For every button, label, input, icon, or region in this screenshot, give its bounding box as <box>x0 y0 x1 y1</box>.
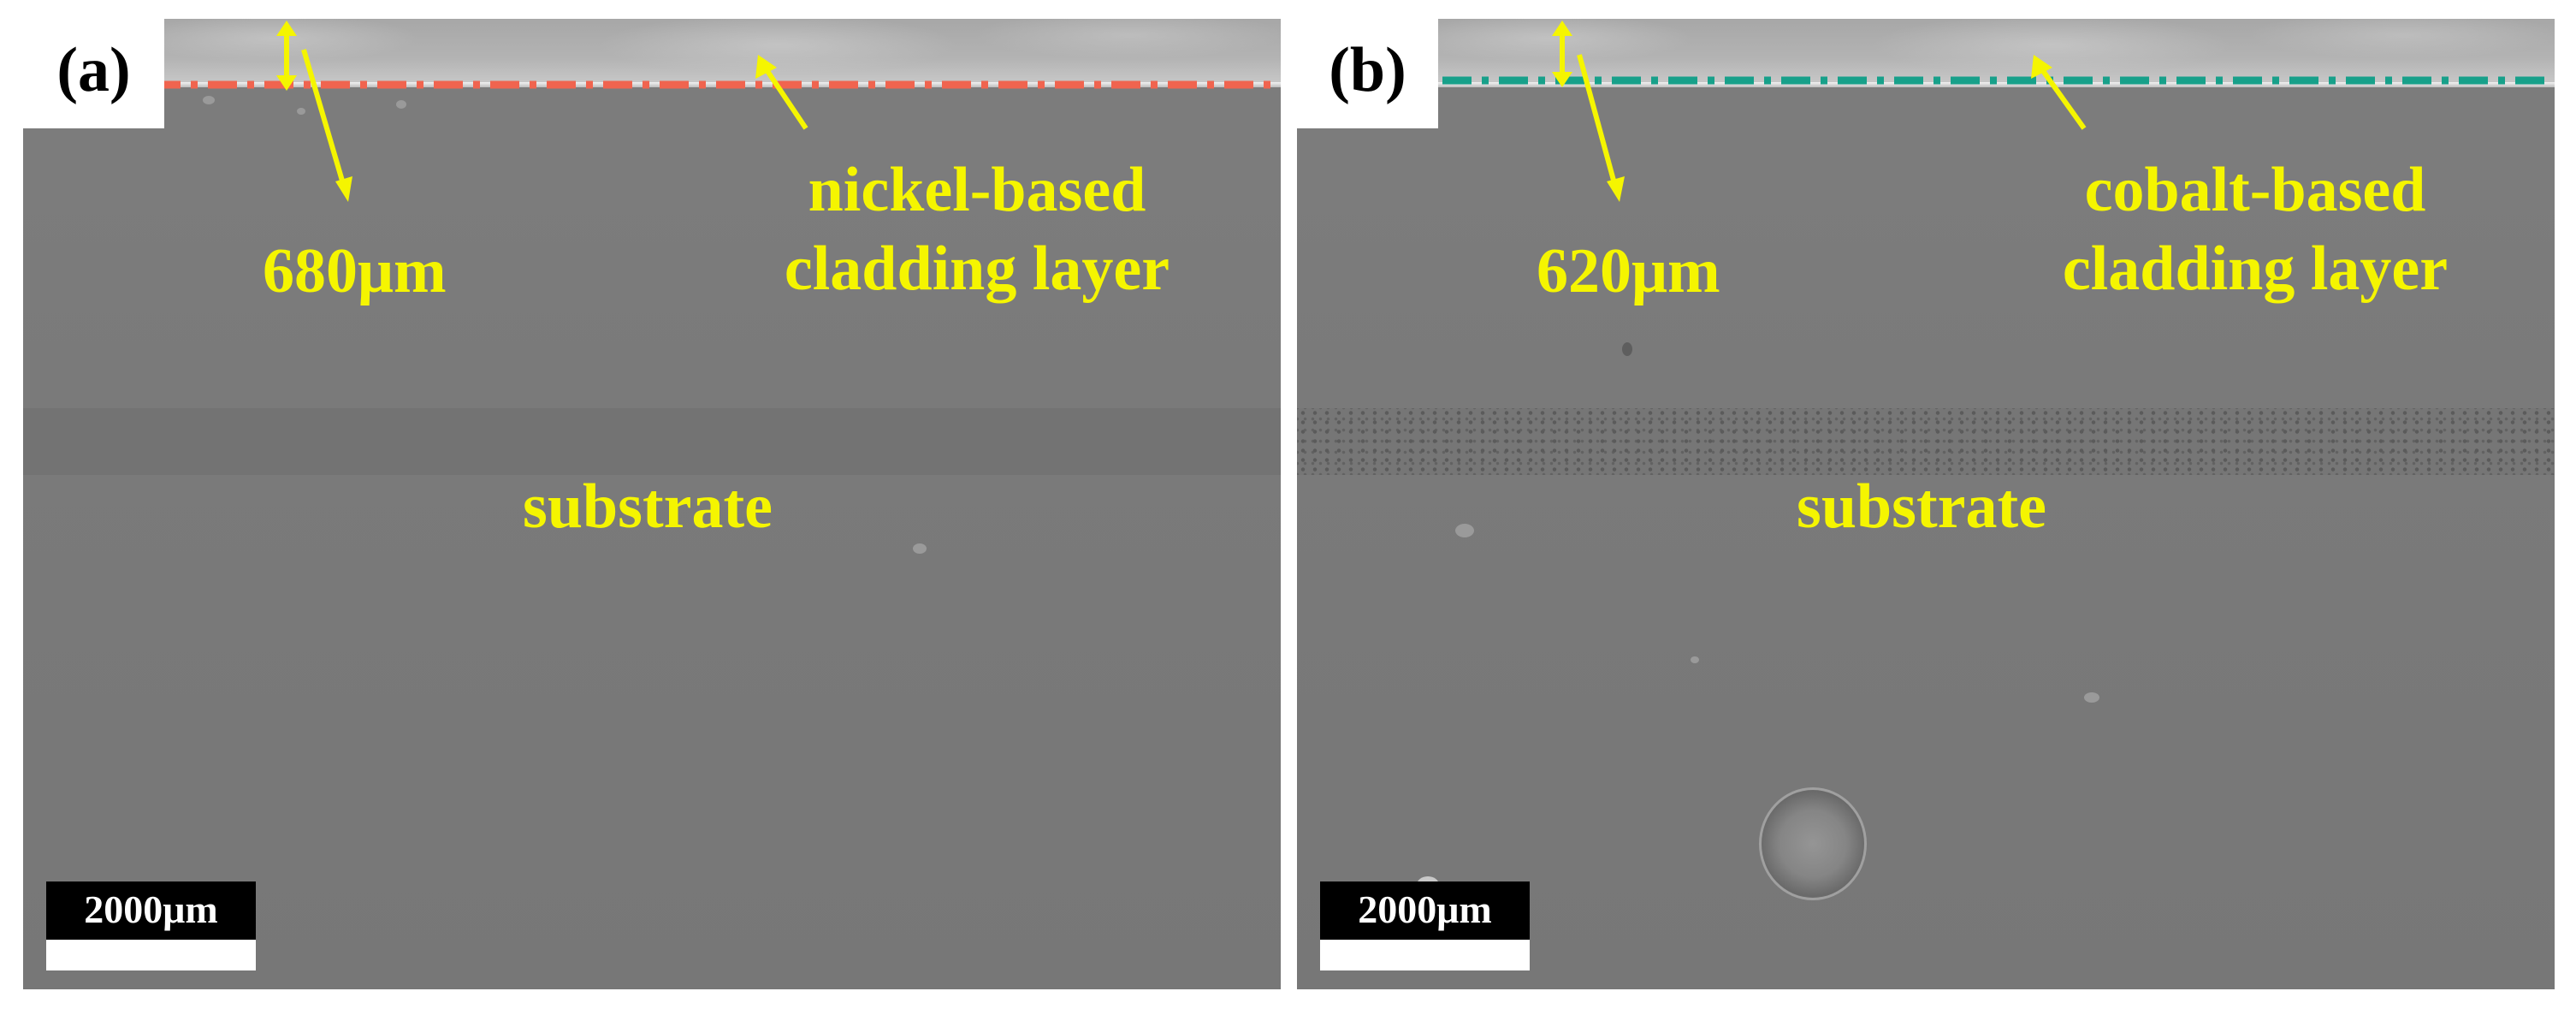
cladding-label-line2: cladding layer <box>784 234 1170 304</box>
heat-affected-band <box>23 408 1281 475</box>
cladding-label-line2: cladding layer <box>2062 234 2449 304</box>
thickness-pointer-arrow <box>301 49 346 187</box>
cladding-interface <box>23 82 1281 87</box>
particle <box>1622 342 1632 356</box>
particle <box>913 543 927 554</box>
annotation-overlay-a <box>151 21 1281 202</box>
annotation-overlay-b <box>1442 21 2555 202</box>
scale-bar-text: 2000μm <box>1358 887 1492 931</box>
panel-label-box: (a) <box>23 19 164 128</box>
cladding-layer-region <box>23 19 1281 84</box>
layer-pointer-arrow <box>763 67 808 130</box>
scale-bar-box: 2000μm <box>46 881 256 940</box>
particle <box>1691 656 1699 663</box>
panel-label: (a) <box>56 35 131 105</box>
scale-bar: 2000μm <box>1320 881 1530 970</box>
particle <box>203 96 215 104</box>
panel-label-box: (b) <box>1297 19 1438 128</box>
pore <box>1759 787 1867 900</box>
micrograph-panel-a: (a) 680μm nickel-based cladding layer su… <box>23 19 1281 989</box>
scale-bar-text: 2000μm <box>84 887 218 931</box>
cladding-interface <box>1297 82 2555 87</box>
layer-pointer-arrow <box>2039 67 2087 130</box>
cladding-label-line1: nickel-based <box>808 155 1146 225</box>
panel-label: (b) <box>1329 35 1406 105</box>
scale-bar-line <box>1320 940 1530 970</box>
scale-bar: 2000μm <box>46 881 256 970</box>
particle <box>2084 692 2099 703</box>
cladding-label-line1: cobalt-based <box>2084 155 2426 225</box>
thickness-pointer-arrow <box>1577 54 1618 187</box>
particle <box>1455 524 1474 537</box>
cladding-layer-region <box>1297 19 2555 84</box>
substrate-label: substrate <box>523 472 773 542</box>
scale-bar-line <box>46 940 256 970</box>
particle <box>297 108 305 115</box>
heat-affected-band <box>1297 408 2555 475</box>
micrograph-panel-b: (b) 620μm cobalt-based cladding layer su… <box>1297 19 2555 989</box>
particle <box>396 100 406 109</box>
thickness-label: 620μm <box>1537 236 1720 306</box>
substrate-label: substrate <box>1797 472 2046 542</box>
scale-bar-box: 2000μm <box>1320 881 1530 940</box>
thickness-label: 680μm <box>263 236 447 306</box>
